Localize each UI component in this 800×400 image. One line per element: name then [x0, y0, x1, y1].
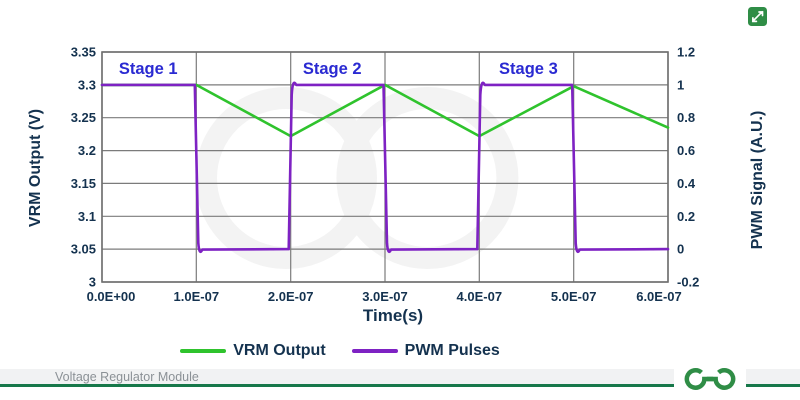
y-left-tick-label: 3.3 [78, 77, 96, 92]
stage-label: Stage 3 [499, 60, 558, 78]
footer-rule [0, 384, 800, 387]
y-right-tick-label: 0.8 [677, 110, 695, 125]
plot-border [101, 51, 669, 283]
y-right-tick-label: 0.4 [677, 176, 696, 191]
footer-strip: Voltage Regulator Module [0, 369, 800, 384]
stage-label: Stage 2 [303, 60, 362, 78]
watermark-circle [195, 87, 377, 269]
legend: VRM Output PWM Pulses [0, 342, 680, 360]
x-axis-title: Time(s) [362, 306, 424, 325]
y-right-tick-label: 0.2 [677, 209, 695, 224]
x-tick-label: 5.0E-07 [551, 289, 597, 304]
legend-swatch-pwm-pulses [351, 349, 398, 353]
logo-box [674, 360, 746, 398]
geeksforgeeks-logo [684, 368, 736, 390]
legend-swatch-vrm-output [180, 349, 227, 353]
chart-plot: 3.35 3.3 3.25 3.2 3.15 3.1 3.05 3 1.2 1 0.8 0.6 0.4 0… [71, 45, 700, 305]
footer-bar: Voltage Regulator Module [0, 360, 800, 400]
y-axis-title-left: VRM Output (V) [27, 108, 44, 228]
x-tick-label: 3.0E-07 [362, 289, 408, 304]
x-tick-label: 2.0E-07 [268, 289, 314, 304]
x-tick-label: 6.0E-07 [636, 289, 682, 304]
x-tick-label: 1.0E-07 [174, 289, 220, 304]
expand-image-button[interactable] [748, 7, 767, 26]
y-left-tick-label: 3.1 [78, 209, 96, 224]
watermark-circle [336, 87, 519, 269]
y-right-tick-label: -0.2 [677, 275, 699, 290]
legend-label-pwm-pulses: PWM Pulses [404, 342, 500, 359]
y-left-tick-label: 3.25 [71, 110, 96, 125]
y-right-tick-label: 0.6 [677, 143, 695, 158]
legend-label-vrm-output: VRM Output [233, 342, 326, 359]
vrm-output-line [100, 83, 670, 138]
y-right-tick-label: 1.2 [677, 45, 695, 60]
y-left-tick-label: 3.05 [71, 242, 96, 257]
y-left-tick-label: 3.35 [71, 45, 96, 60]
y-left-tick-label: 3.15 [71, 176, 96, 191]
y-right-tick-label: 0 [677, 242, 684, 257]
expand-icon [748, 7, 767, 26]
legend-item-pwm-pulses: PWM Pulses [351, 342, 500, 360]
x-tick-label: 4.0E-07 [457, 289, 503, 304]
pwm-pulses-line [100, 81, 670, 254]
y-axis-title-right: PWM Signal (A.U.) [749, 110, 766, 250]
stage-label: Stage 1 [119, 60, 178, 78]
y-right-tick-label: 1 [677, 77, 684, 92]
y-left-tick-label: 3 [89, 275, 96, 290]
x-tick-label: 0.0E+00 [87, 289, 136, 304]
y-left-tick-label: 3.2 [78, 143, 96, 158]
legend-item-vrm-output: VRM Output [180, 342, 326, 360]
image-caption: Voltage Regulator Module [55, 369, 199, 384]
